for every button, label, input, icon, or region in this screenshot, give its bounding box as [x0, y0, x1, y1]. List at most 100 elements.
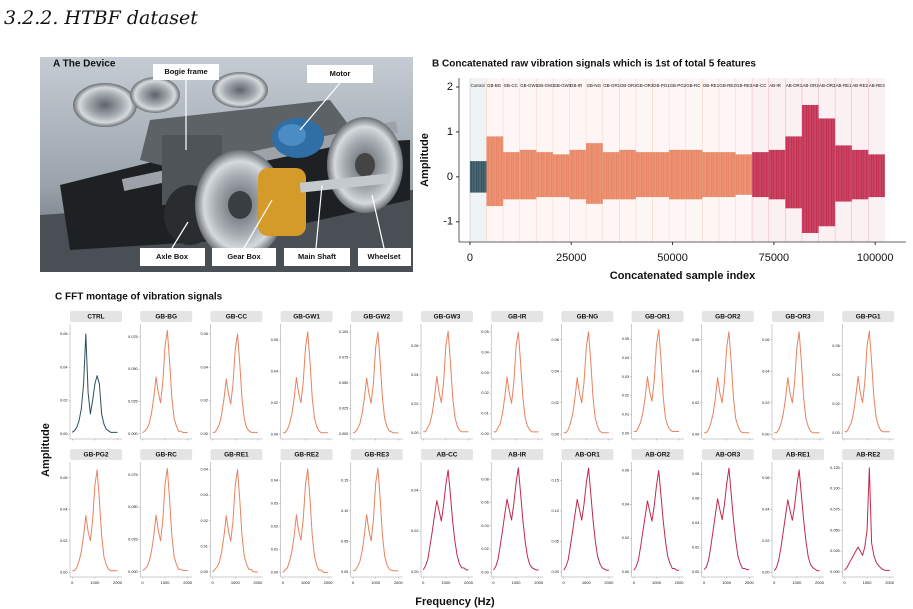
y-tick-label: 0.00	[622, 431, 629, 435]
segment-label: AB-OR3	[819, 83, 836, 88]
panel-title: GB-PG1	[856, 314, 881, 321]
panel-title-box	[701, 311, 754, 322]
spectrum-line	[212, 469, 258, 573]
panel-title: AB-RE1	[786, 452, 811, 459]
signal-texture	[702, 152, 719, 198]
panel-title: AB-CC	[437, 452, 458, 459]
signal-texture	[552, 154, 570, 198]
panel-title-box	[210, 449, 263, 460]
callout-label: Axle Box	[156, 252, 189, 261]
x-tick-label: 1000	[371, 580, 381, 585]
x-tick-label: 0	[212, 580, 215, 585]
panel-title-box	[350, 449, 403, 460]
y-tick-label: 0.00	[692, 432, 699, 436]
y-tick-label: 0.02	[622, 536, 629, 540]
y-tick-label: 0.04	[271, 369, 278, 373]
panel-title-box	[561, 311, 614, 322]
panel-title: GB-CC	[226, 314, 248, 321]
y-tick-label: 0.04	[622, 356, 629, 360]
y-tick-label: 0.04	[411, 373, 418, 377]
spectrum-line	[773, 469, 820, 572]
signal-texture	[586, 143, 603, 204]
x-tick-label: 2000	[253, 580, 263, 585]
y-tick-label: 0.00	[201, 432, 208, 436]
segment-label: GB-CC	[504, 83, 518, 88]
spectrum-line	[633, 329, 680, 432]
y-tick-label: 0	[447, 171, 453, 183]
signal-texture	[868, 154, 885, 198]
x-tick-label: 2000	[534, 580, 544, 585]
y-tick-label: 0.04	[762, 369, 769, 373]
signal-texture	[785, 136, 802, 209]
y-tick-label: 0.06	[60, 476, 67, 480]
x-tick-label: 75000	[759, 252, 790, 264]
y-tick-label: 0.02	[481, 547, 488, 551]
spectrum-line	[422, 469, 469, 571]
panel-title: GB-RE2	[294, 452, 319, 459]
spectrum-line	[352, 467, 399, 572]
y-tick-label: 0.075	[830, 508, 840, 512]
x-tick-label: 0	[843, 580, 846, 585]
x-tick-label: 0	[467, 252, 473, 264]
signal-texture	[652, 152, 670, 198]
signal-texture	[619, 149, 636, 200]
panel-title: AB-OR3	[715, 452, 740, 459]
y-tick-label: 0.06	[692, 497, 699, 501]
x-tick-label: 2000	[885, 580, 895, 585]
segment-label: GB-RC	[686, 83, 700, 88]
x-tick-label: 1000	[792, 580, 802, 585]
segment-label: GB-NG	[587, 83, 602, 88]
panel-title: GB-GW2	[363, 314, 390, 321]
y-tick-label: 0.01	[201, 544, 208, 548]
y-tick-label: 0.04	[481, 350, 488, 354]
panel-title: AB-OR1	[575, 452, 600, 459]
x-tick-label: 2000	[675, 580, 685, 585]
panel-title: GB-RE3	[365, 452, 390, 459]
panel-title: GB-OR1	[645, 314, 671, 321]
signal-texture	[752, 152, 769, 198]
y-tick-label: 0.00	[271, 570, 278, 574]
y-tick-label: 0.02	[832, 402, 839, 406]
x-tick-label: 1000	[512, 580, 522, 585]
y-tick-label: 0.02	[762, 401, 769, 405]
y-tick-label: 0.00	[762, 432, 769, 436]
panel-title-box	[280, 449, 333, 460]
y-tick-label: 0.025	[128, 538, 138, 542]
y-tick-label: 1	[447, 126, 453, 138]
y-tick-label: 0.05	[481, 330, 488, 334]
y-tick-label: 0.05	[552, 540, 559, 544]
y-tick-label: 0.00	[271, 432, 278, 436]
y-tick-label: 0.01	[271, 547, 278, 551]
y-tick-label: 0.03	[201, 493, 208, 497]
x-tick-label: 0	[422, 580, 425, 585]
segment-label: AB-OR2	[802, 83, 819, 88]
segment-label: GB-PG1	[653, 83, 670, 88]
y-tick-label: 0.15	[341, 478, 348, 482]
segment-label: GB-OR1	[603, 83, 620, 88]
y-tick-label: 0.00	[552, 432, 559, 436]
spectrum-line	[72, 469, 118, 572]
signal-texture	[735, 154, 753, 195]
y-tick-label: 0.06	[481, 501, 488, 505]
y-tick-label: 0.100	[830, 487, 840, 491]
spectrum-line	[493, 467, 539, 571]
signal-texture	[635, 152, 653, 198]
y-tick-label: 0.01	[622, 412, 629, 416]
panel-title-box	[772, 311, 824, 322]
panel-title-box	[772, 449, 824, 460]
y-tick-label: -1	[443, 216, 453, 228]
y-tick-label: 0.03	[271, 501, 278, 505]
x-tick-label: 2000	[394, 580, 404, 585]
signal-texture	[486, 136, 504, 207]
y-tick-label: 0.125	[830, 466, 840, 470]
spectrum-line	[633, 469, 680, 571]
y-tick-label: 0.02	[692, 401, 699, 405]
signal-texture	[569, 149, 587, 200]
segment-label: AB-IR	[769, 83, 781, 88]
y-tick-label: 0.02	[271, 524, 278, 528]
y-tick-label: 0.04	[271, 478, 278, 482]
x-tick-label: 2000	[815, 580, 825, 585]
x-tick-label: 1000	[722, 580, 732, 585]
y-tick-label: 0.00	[622, 570, 629, 574]
y-tick-label: 2	[447, 81, 453, 93]
